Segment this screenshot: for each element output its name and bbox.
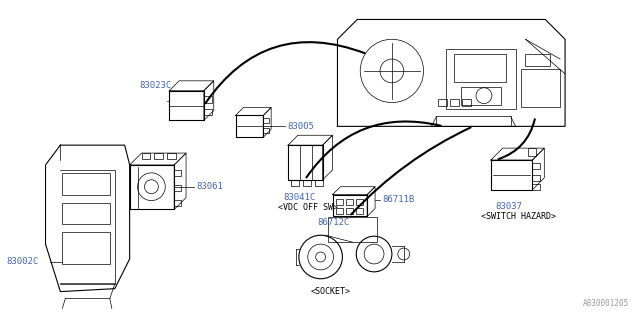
Text: <VDC OFF SW>: <VDC OFF SW> (278, 203, 338, 212)
Text: A830001205: A830001205 (583, 300, 629, 308)
Text: 83005: 83005 (287, 122, 314, 131)
Bar (62, 232, 110, 264)
Bar (454, 54, 506, 82)
Bar (315, 180, 323, 186)
Bar (520, 69, 560, 107)
Bar (204, 96, 212, 103)
Bar (532, 175, 540, 181)
Bar (167, 153, 176, 159)
Bar (62, 173, 110, 195)
Bar (174, 200, 181, 205)
Bar (154, 153, 163, 159)
Bar (337, 209, 344, 214)
Bar (263, 128, 269, 133)
Text: 83002C: 83002C (6, 257, 38, 267)
Bar (356, 199, 363, 204)
Text: <SOCKET>: <SOCKET> (310, 287, 351, 296)
Bar (446, 49, 516, 108)
Bar (328, 217, 377, 242)
Text: 83023C: 83023C (140, 81, 172, 90)
Text: 83061: 83061 (196, 182, 223, 191)
Bar (337, 199, 344, 204)
Bar (346, 209, 353, 214)
Bar (356, 209, 363, 214)
Text: 83037: 83037 (496, 202, 523, 211)
Bar (461, 87, 500, 105)
Bar (438, 99, 447, 106)
Bar (174, 185, 181, 191)
Bar (346, 199, 353, 204)
Text: 83041C: 83041C (283, 193, 316, 202)
Bar (333, 195, 367, 216)
Bar (291, 180, 299, 186)
Bar (204, 108, 212, 116)
Bar (141, 153, 150, 159)
Bar (174, 170, 181, 176)
Bar (462, 99, 471, 106)
Text: 86711B: 86711B (382, 195, 414, 204)
Bar (303, 180, 311, 186)
Bar (532, 184, 540, 190)
Bar (62, 203, 110, 224)
Bar (529, 148, 536, 156)
Bar (532, 163, 540, 169)
Bar (451, 99, 459, 106)
Bar (436, 116, 511, 126)
Bar (525, 54, 550, 66)
Text: 86712C: 86712C (317, 218, 350, 227)
Bar (263, 118, 269, 124)
Text: <SWITCH HAZARD>: <SWITCH HAZARD> (481, 212, 556, 221)
